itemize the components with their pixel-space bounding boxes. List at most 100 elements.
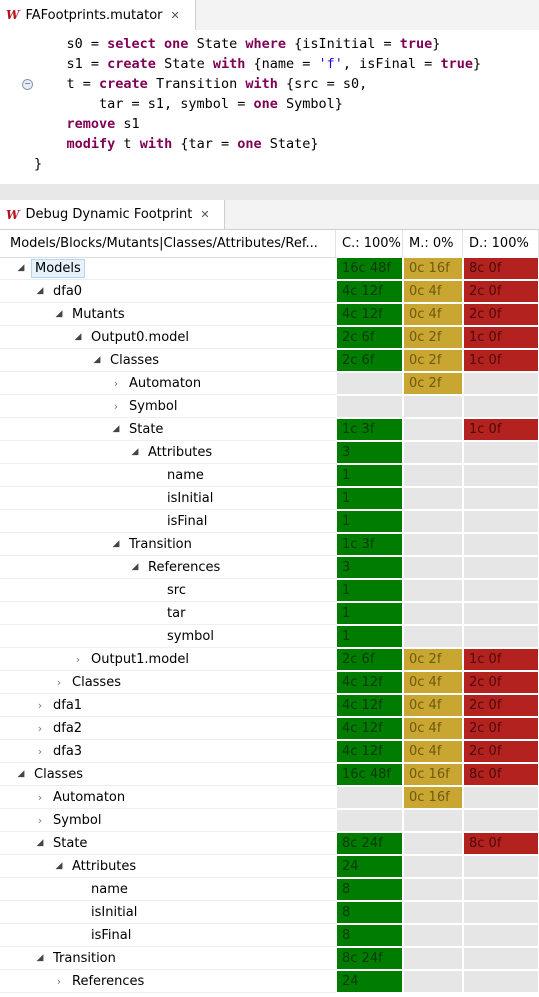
- table-row[interactable]: ◢ Transition 1c 3f: [0, 533, 539, 556]
- table-row[interactable]: › Output1.model 2c 6f 0c 2f 1c 0f: [0, 648, 539, 671]
- expanded-triangle-icon[interactable]: ◢: [36, 838, 44, 848]
- code-text[interactable]: s0 = select one State where {isInitial =…: [34, 34, 481, 174]
- table-row[interactable]: › Symbol: [0, 809, 539, 832]
- collapsed-chevron-icon[interactable]: ›: [113, 376, 119, 390]
- tree-node[interactable]: › References: [0, 970, 336, 993]
- code-line[interactable]: }: [34, 154, 481, 174]
- column-header-modified[interactable]: M.: 0%: [403, 230, 463, 257]
- tree-node[interactable]: › dfa3: [0, 740, 336, 763]
- tree-node[interactable]: › dfa1: [0, 694, 336, 717]
- expanded-triangle-icon[interactable]: ◢: [93, 355, 101, 365]
- tree-node[interactable]: ◢ Transition: [0, 947, 336, 970]
- tree-node[interactable]: › Automaton: [0, 372, 336, 395]
- tree-node[interactable]: isInitial: [0, 487, 336, 510]
- tree-node[interactable]: ◢ Output0.model: [0, 326, 336, 349]
- collapsed-chevron-icon[interactable]: ›: [37, 698, 43, 712]
- column-header-created[interactable]: C.: 100%: [336, 230, 403, 257]
- tree-node[interactable]: ◢ Transition: [0, 533, 336, 556]
- expanded-triangle-icon[interactable]: ◢: [112, 424, 120, 434]
- table-row[interactable]: isInitial 8: [0, 901, 539, 924]
- expanded-triangle-icon[interactable]: ◢: [17, 263, 25, 273]
- expanded-triangle-icon[interactable]: ◢: [55, 861, 63, 871]
- table-row[interactable]: name 8: [0, 878, 539, 901]
- column-header-deleted[interactable]: D.: 100%: [463, 230, 539, 257]
- tree-node[interactable]: ◢ Attributes: [0, 441, 336, 464]
- tree-node[interactable]: › Output1.model: [0, 648, 336, 671]
- table-row[interactable]: › dfa2 4c 12f 0c 4f 2c 0f: [0, 717, 539, 740]
- editor-tab[interactable]: W FAFootprints.mutator ✕: [0, 0, 196, 30]
- expanded-triangle-icon[interactable]: ◢: [74, 332, 82, 342]
- tree-node[interactable]: isFinal: [0, 924, 336, 947]
- table-row[interactable]: isFinal 8: [0, 924, 539, 947]
- expanded-triangle-icon[interactable]: ◢: [112, 539, 120, 549]
- fold-collapse-icon[interactable]: −: [22, 79, 33, 90]
- tree-node[interactable]: isInitial: [0, 901, 336, 924]
- tree-node[interactable]: name: [0, 878, 336, 901]
- tree-node[interactable]: ◢ Classes: [0, 763, 336, 786]
- table-row[interactable]: › dfa1 4c 12f 0c 4f 2c 0f: [0, 694, 539, 717]
- tree-node[interactable]: › Classes: [0, 671, 336, 694]
- table-row[interactable]: ◢ dfa0 4c 12f 0c 4f 2c 0f: [0, 280, 539, 303]
- tree-node[interactable]: tar: [0, 602, 336, 625]
- table-row[interactable]: symbol 1: [0, 625, 539, 648]
- collapsed-chevron-icon[interactable]: ›: [37, 721, 43, 735]
- tree-node[interactable]: ◢ Attributes: [0, 855, 336, 878]
- table-row[interactable]: › Classes 4c 12f 0c 4f 2c 0f: [0, 671, 539, 694]
- table-row[interactable]: ◢ State 8c 24f 8c 0f: [0, 832, 539, 855]
- column-header-name[interactable]: Models/Blocks/Mutants|Classes/Attributes…: [4, 230, 336, 257]
- tree-node[interactable]: ◢ Mutants: [0, 303, 336, 326]
- code-line[interactable]: remove s1: [34, 114, 481, 134]
- expanded-triangle-icon[interactable]: ◢: [131, 562, 139, 572]
- tree-node[interactable]: isFinal: [0, 510, 336, 533]
- tree-node[interactable]: › Symbol: [0, 809, 336, 832]
- table-row[interactable]: ◢ Classes 16c 48f 0c 16f 8c 0f: [0, 763, 539, 786]
- pane-separator[interactable]: [0, 184, 539, 200]
- table-row[interactable]: ◢ Models 16c 48f 0c 16f 8c 0f: [0, 257, 539, 280]
- table-row[interactable]: ◢ Mutants 4c 12f 0c 4f 2c 0f: [0, 303, 539, 326]
- close-icon[interactable]: ✕: [200, 208, 210, 221]
- table-row[interactable]: › Automaton 0c 16f: [0, 786, 539, 809]
- table-row[interactable]: name 1: [0, 464, 539, 487]
- collapsed-chevron-icon[interactable]: ›: [75, 652, 81, 666]
- tree-node[interactable]: ◢ Models: [0, 257, 336, 280]
- tree-node[interactable]: ◢ Classes: [0, 349, 336, 372]
- table-row[interactable]: ◢ References 3: [0, 556, 539, 579]
- expanded-triangle-icon[interactable]: ◢: [131, 447, 139, 457]
- code-editor[interactable]: − s0 = select one State where {isInitial…: [0, 30, 539, 184]
- table-row[interactable]: ◢ State 1c 3f 1c 0f: [0, 418, 539, 441]
- expanded-triangle-icon[interactable]: ◢: [17, 769, 25, 779]
- table-row[interactable]: ◢ Transition 8c 24f: [0, 947, 539, 970]
- collapsed-chevron-icon[interactable]: ›: [113, 399, 119, 413]
- table-row[interactable]: ◢ Classes 2c 6f 0c 2f 1c 0f: [0, 349, 539, 372]
- table-row[interactable]: › dfa3 4c 12f 0c 4f 2c 0f: [0, 740, 539, 763]
- expanded-triangle-icon[interactable]: ◢: [36, 953, 44, 963]
- tree-node[interactable]: › dfa2: [0, 717, 336, 740]
- table-row[interactable]: › Symbol: [0, 395, 539, 418]
- expanded-triangle-icon[interactable]: ◢: [55, 309, 63, 319]
- table-row[interactable]: › Automaton 0c 2f: [0, 372, 539, 395]
- tree-node[interactable]: symbol: [0, 625, 336, 648]
- table-row[interactable]: ◢ Attributes 3: [0, 441, 539, 464]
- collapsed-chevron-icon[interactable]: ›: [37, 790, 43, 804]
- tree-node[interactable]: ◢ dfa0: [0, 280, 336, 303]
- code-line[interactable]: modify t with {tar = one State}: [34, 134, 481, 154]
- code-line[interactable]: t = create Transition with {src = s0,: [34, 74, 481, 94]
- collapsed-chevron-icon[interactable]: ›: [56, 675, 62, 689]
- collapsed-chevron-icon[interactable]: ›: [56, 974, 62, 988]
- table-row[interactable]: tar 1: [0, 602, 539, 625]
- table-row[interactable]: src 1: [0, 579, 539, 602]
- code-line[interactable]: s0 = select one State where {isInitial =…: [34, 34, 481, 54]
- footprint-tree-table[interactable]: Models/Blocks/Mutants|Classes/Attributes…: [0, 230, 539, 997]
- table-row[interactable]: isInitial 1: [0, 487, 539, 510]
- collapsed-chevron-icon[interactable]: ›: [37, 813, 43, 827]
- tree-node[interactable]: › Symbol: [0, 395, 336, 418]
- collapsed-chevron-icon[interactable]: ›: [37, 744, 43, 758]
- tree-node[interactable]: › Automaton: [0, 786, 336, 809]
- debug-view-tab[interactable]: W Debug Dynamic Footprint ✕: [0, 200, 225, 229]
- expanded-triangle-icon[interactable]: ◢: [36, 286, 44, 296]
- code-line[interactable]: tar = s1, symbol = one Symbol}: [34, 94, 481, 114]
- close-icon[interactable]: ✕: [170, 8, 180, 22]
- tree-node[interactable]: src: [0, 579, 336, 602]
- tree-node[interactable]: name: [0, 464, 336, 487]
- table-row[interactable]: isFinal 1: [0, 510, 539, 533]
